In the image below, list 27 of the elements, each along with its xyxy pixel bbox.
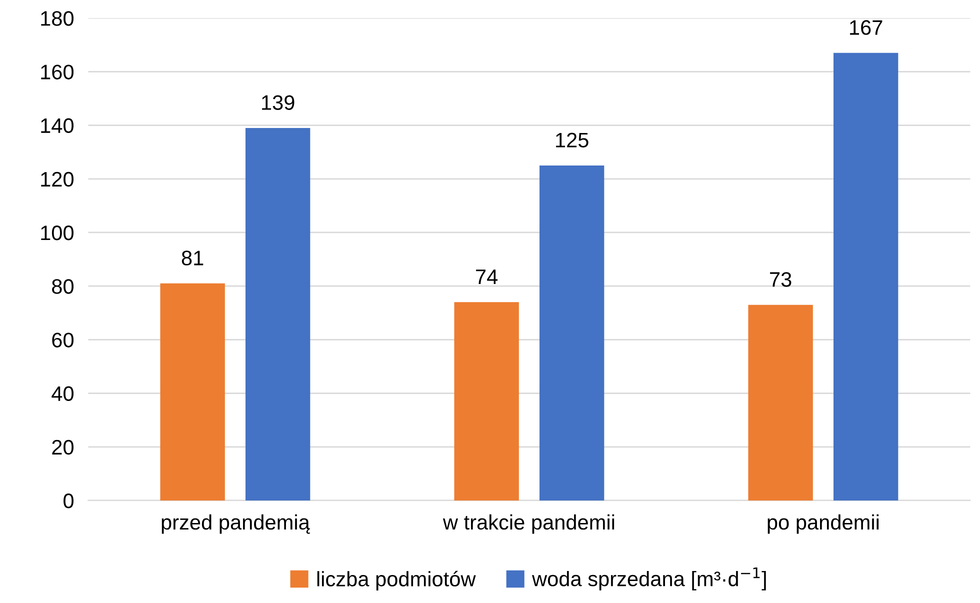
- y-tick-label: 40: [52, 386, 74, 402]
- y-tick-label: 120: [41, 172, 74, 187]
- y-tick-label: 80: [52, 279, 74, 294]
- legend-label: woda sprzedana [m³·d$^{−1}$]: [532, 567, 766, 590]
- y-tick-label: 180: [41, 11, 74, 26]
- y-tick-label: 140: [41, 118, 74, 134]
- data-label: 167: [850, 20, 882, 35]
- data-label: 125: [556, 132, 588, 148]
- y-tick-label: 60: [52, 332, 74, 348]
- y-tick-label: 0: [64, 493, 74, 508]
- bar: [833, 52, 898, 500]
- y-tick-label: 100: [41, 225, 74, 240]
- bar: [454, 302, 519, 500]
- bar: [748, 304, 813, 500]
- y-tick-label: 20: [52, 440, 74, 455]
- x-tick-label: po pandemii: [768, 514, 879, 534]
- data-label: 74: [476, 270, 498, 284]
- bar: [245, 128, 310, 500]
- data-label: 81: [182, 250, 204, 266]
- data-label: 73: [770, 272, 792, 287]
- data-label: 139: [262, 95, 294, 110]
- x-tick-label: w trakcie pandemii: [442, 514, 614, 534]
- bar: [160, 283, 225, 500]
- x-tick-label: przed pandemią: [162, 514, 310, 534]
- bar: [539, 165, 604, 500]
- legend-label: liczba podmiotów: [317, 570, 476, 591]
- y-tick-label: 160: [41, 64, 74, 80]
